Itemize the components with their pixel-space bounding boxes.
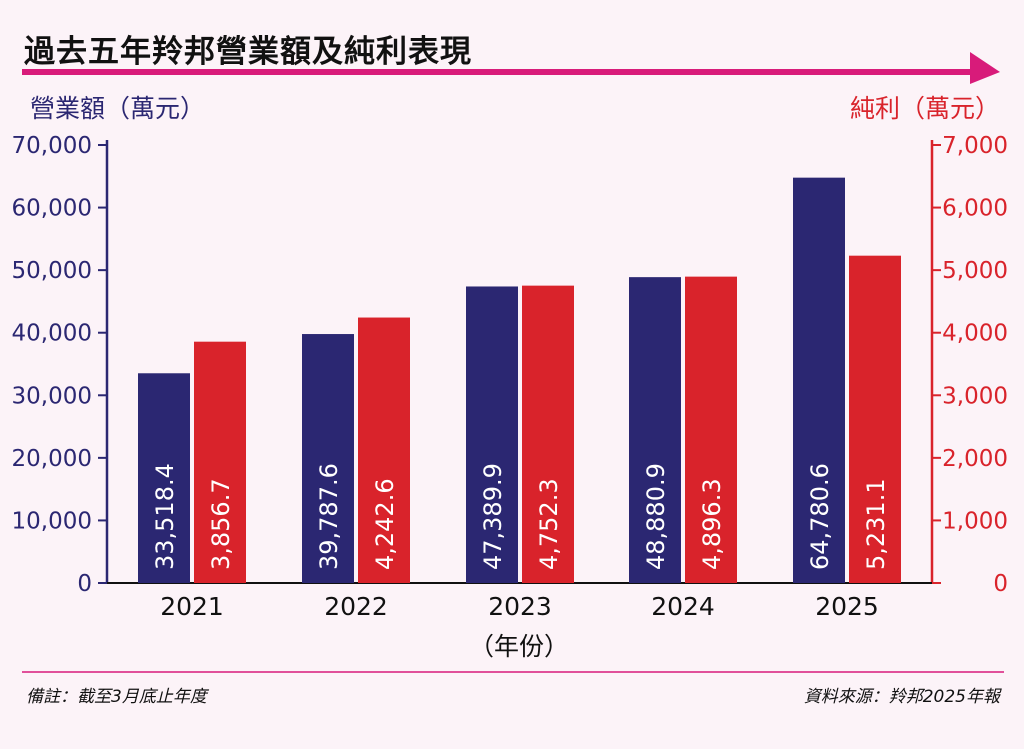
y-right-tick-label: 2,000 <box>942 446 1008 472</box>
footer-note: 備註：截至3月底止年度 <box>26 687 207 707</box>
y-left-tick-label: 50,000 <box>12 258 92 284</box>
y-left-tick-label: 20,000 <box>12 446 92 472</box>
y-right-tick-label: 7,000 <box>942 133 1008 159</box>
x-tick-label-2022: 2022 <box>324 592 388 621</box>
revenue-value-label-2022: 39,787.6 <box>315 463 343 570</box>
y-left-axis-label: 營業額（萬元） <box>30 94 205 123</box>
x-tick-label-2023: 2023 <box>488 592 552 621</box>
x-tick-label-2024: 2024 <box>651 592 715 621</box>
profit-value-label-2024: 4,896.3 <box>698 478 726 570</box>
y-right-axis-label: 純利（萬元） <box>850 94 1000 123</box>
y-right-tick-label: 1,000 <box>942 508 1008 534</box>
profit-bar-2022 <box>358 317 410 583</box>
revenue-value-label-2021: 33,518.4 <box>151 463 179 570</box>
profit-value-label-2021: 3,856.7 <box>207 478 235 570</box>
profit-value-label-2023: 4,752.3 <box>535 478 563 570</box>
profit-bar-2025 <box>849 255 901 583</box>
revenue-bar-2025 <box>793 177 845 583</box>
y-left-tick-label: 30,000 <box>12 383 92 409</box>
revenue-value-label-2025: 64,780.6 <box>806 463 834 570</box>
profit-value-label-2022: 4,242.6 <box>371 478 399 570</box>
y-left-tick-label: 0 <box>77 571 92 597</box>
title-arrow <box>970 52 1000 84</box>
y-left-tick-label: 60,000 <box>12 196 92 222</box>
profit-value-label-2025: 5,231.1 <box>862 478 890 570</box>
revenue-bar-2023 <box>466 286 518 583</box>
x-axis-label: （年份） <box>469 632 569 661</box>
revenue-bar-2022 <box>302 334 354 583</box>
revenue-bar-2021 <box>138 373 190 583</box>
revenue-value-label-2024: 48,880.9 <box>642 463 670 570</box>
profit-bar-2023 <box>522 285 574 583</box>
profit-bar-2024 <box>685 276 737 583</box>
revenue-value-label-2023: 47,389.9 <box>479 463 507 570</box>
y-right-tick-label: 6,000 <box>942 196 1008 222</box>
chart-title: 過去五年羚邦營業額及純利表現 <box>24 34 472 70</box>
y-right-tick-label: 0 <box>993 571 1008 597</box>
y-right-tick-label: 5,000 <box>942 258 1008 284</box>
footer-source: 資料來源：羚邦2025年報 <box>803 687 1000 707</box>
y-right-tick-label: 3,000 <box>942 383 1008 409</box>
y-left-tick-label: 40,000 <box>12 321 92 347</box>
y-left-tick-label: 70,000 <box>12 133 92 159</box>
y-left-tick-label: 10,000 <box>12 508 92 534</box>
profit-bar-2021 <box>194 341 246 583</box>
x-tick-label-2025: 2025 <box>815 592 879 621</box>
y-right-tick-label: 4,000 <box>942 321 1008 347</box>
x-tick-label-2021: 2021 <box>160 592 224 621</box>
revenue-bar-2024 <box>629 277 681 583</box>
